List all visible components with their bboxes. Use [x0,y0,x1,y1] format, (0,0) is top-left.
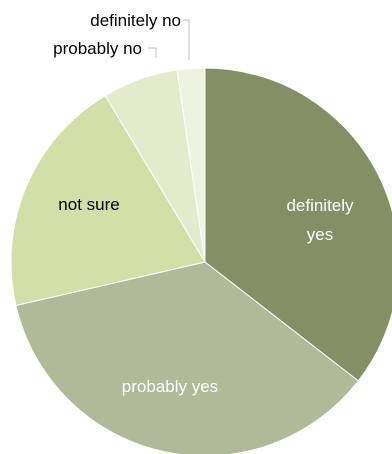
pie-slice-probably-yes [15,261,359,454]
slice-label-not-sure: not sure [58,195,119,214]
leader-line-probably-no [148,47,157,58]
slice-label-definitely-yes: definitely yes [286,196,354,244]
slice-label-probably-yes: probably yes [122,377,218,396]
slice-label-probably-no: probably no [53,39,142,58]
pie-slice-definitely-no [176,67,206,263]
leader-line-definitely-no [183,19,190,60]
pie-slice-definitely-yes [204,67,392,382]
slice-label-definitely-no: definitely no [90,11,181,30]
pie-slice-not-sure [10,94,206,307]
